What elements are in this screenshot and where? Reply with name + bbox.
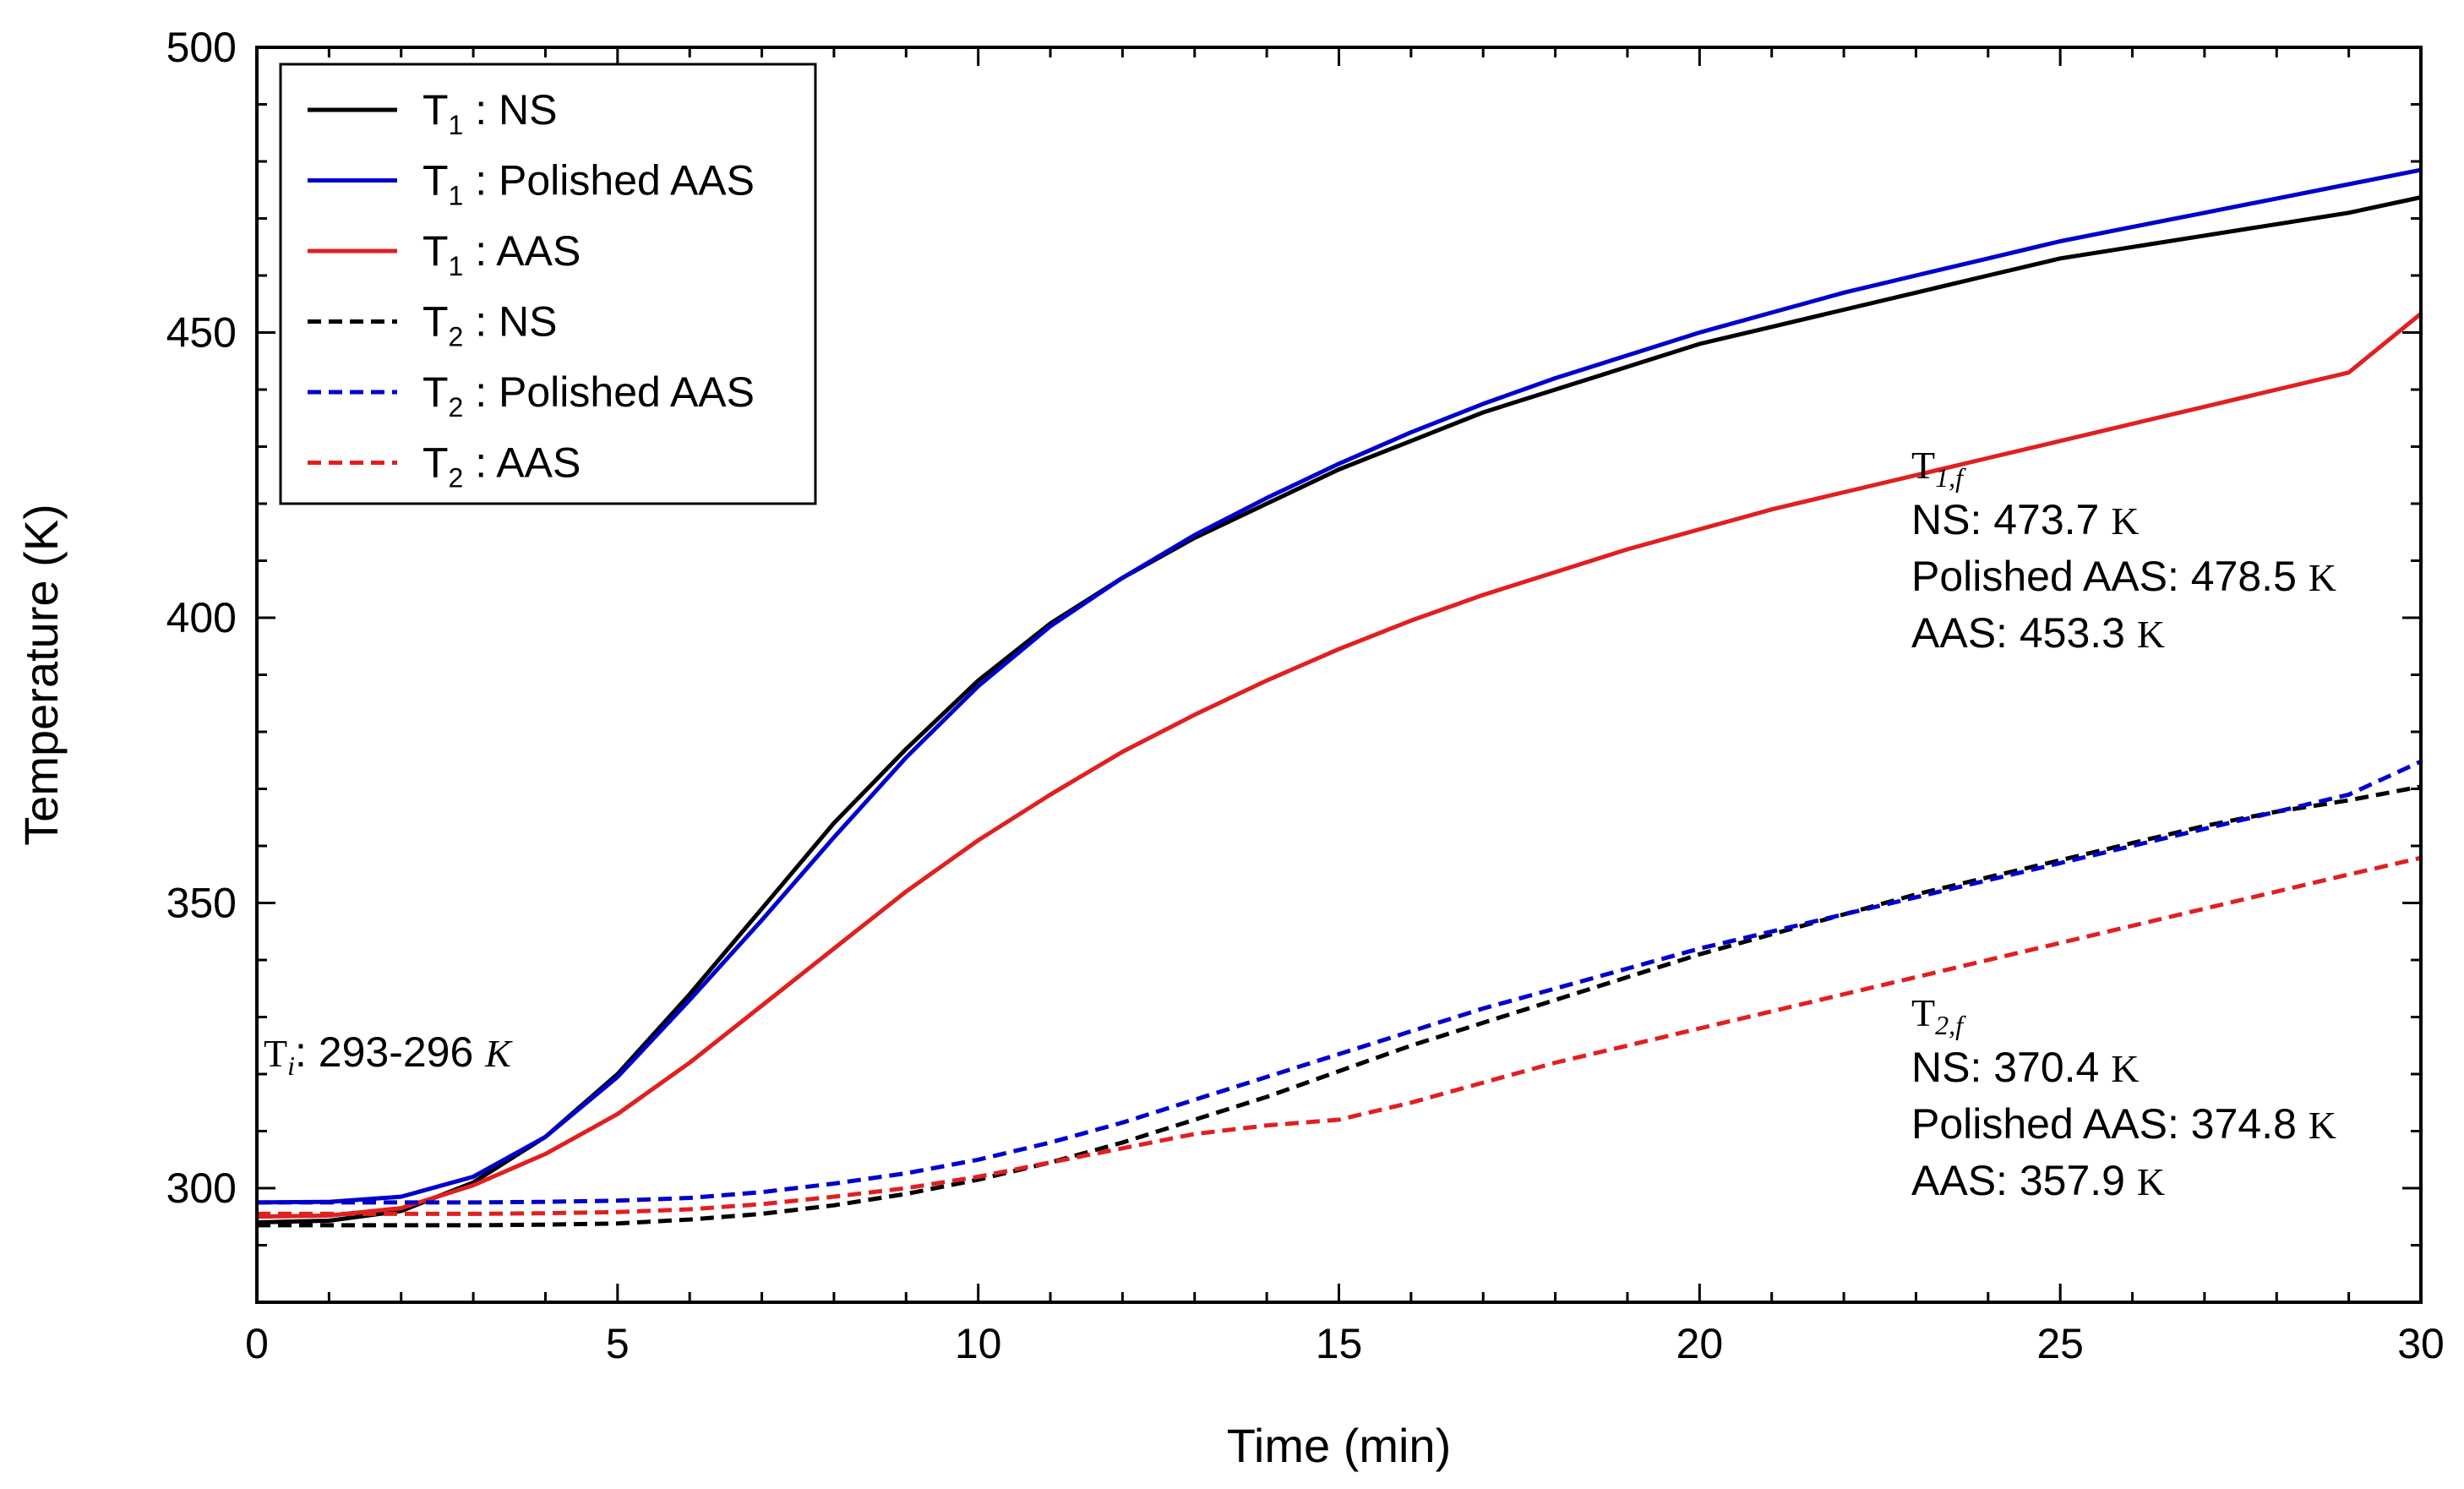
y-tick-label: 300	[166, 1164, 237, 1212]
series-layer	[256, 167, 2423, 1228]
legend-subscript: 1	[449, 181, 464, 211]
t1f-value-unit: K	[2309, 556, 2336, 599]
legend-subscript: 2	[449, 322, 464, 352]
t1f-heading: T1,f	[1911, 444, 1966, 493]
t2f-value-text: Polished AAS: 374.8	[1911, 1100, 2309, 1148]
legend-label: : AAS	[463, 439, 581, 487]
t2f-value-line: Polished AAS: 374.8 K	[1911, 1100, 2336, 1148]
legend-var: T	[422, 157, 449, 205]
legend-entry: T1 : AAS	[422, 227, 581, 281]
t2f-value-line: NS: 370.4 K	[1911, 1044, 2140, 1091]
y-tick-label: 450	[166, 309, 237, 357]
legend-subscript: 2	[449, 392, 464, 423]
legend-label: : AAS	[463, 227, 581, 275]
t1f-value-line: NS: 473.7 K	[1911, 496, 2140, 543]
t2f-value-text: AAS: 357.9	[1911, 1157, 2137, 1204]
t2f-value-unit: K	[2309, 1104, 2336, 1147]
y-tick-label: 350	[166, 880, 237, 927]
t1f-value-text: Polished AAS: 478.5	[1911, 553, 2309, 600]
series-line-3	[257, 784, 2422, 1228]
t1f-value-text: AAS: 453.3	[1911, 609, 2137, 657]
legend-var: T	[422, 227, 449, 275]
ti-text: : 293-296	[295, 1028, 485, 1076]
y-axis-title: Temperature (K)	[14, 504, 68, 846]
t1f-value-unit: K	[2111, 499, 2139, 543]
t2f-value-unit: K	[2137, 1160, 2165, 1203]
legend-label: : NS	[463, 86, 557, 134]
series-line-2	[256, 312, 2423, 1219]
t2f-value-text: NS: 370.4	[1911, 1044, 2111, 1091]
legend-var: T	[422, 439, 449, 487]
legend-subscript: 1	[449, 251, 464, 281]
series-line-5	[257, 855, 2422, 1216]
t2f-value-line: AAS: 357.9 K	[1911, 1157, 2165, 1204]
t1f-value-unit: K	[2137, 613, 2165, 656]
t1f-symbol: T	[1911, 444, 1935, 487]
legend-box	[279, 63, 817, 505]
legend-subscript: 2	[449, 463, 464, 494]
series-line-4	[257, 759, 2423, 1205]
t2f-value-unit: K	[2111, 1047, 2139, 1090]
t1f-value-line: Polished AAS: 478.5 K	[1911, 553, 2336, 600]
x-tick-label: 5	[606, 1320, 630, 1367]
t2f-subscript: 2,f	[1935, 1010, 1966, 1040]
x-tick-label: 10	[955, 1320, 1002, 1367]
series-line-1	[256, 167, 2422, 1205]
y-tick-label: 400	[166, 594, 237, 641]
x-axis-title: Time (min)	[1227, 1419, 1451, 1472]
legend-entry: T2 : Polished AAS	[422, 368, 755, 423]
initial-temperature-annotation: Ti: 293-296 K	[264, 1028, 513, 1081]
legend-entry: T1 : Polished AAS	[422, 157, 755, 211]
legend-entry: T1 : NS	[422, 86, 557, 140]
axis-ticks: 0 5 10 15 20 25 30 300 350 400 450 500	[166, 24, 2445, 1367]
t1f-value-line: AAS: 453.3 K	[1911, 609, 2165, 657]
t2f-symbol: T	[1911, 991, 1935, 1034]
t2f-heading: T2,f	[1911, 991, 1966, 1040]
legend-var: T	[422, 368, 449, 416]
y-tick-label: 500	[166, 24, 237, 71]
x-tick-label: 25	[2036, 1320, 2084, 1367]
legend-entry: T2 : AAS	[422, 439, 581, 494]
ti-subscript: i	[287, 1050, 295, 1081]
legend-entry: T2 : NS	[422, 298, 557, 352]
legend-subscript: 1	[449, 110, 464, 140]
t1f-value-text: NS: 473.7	[1911, 496, 2111, 543]
t1f-subscript: 1,f	[1935, 462, 1966, 493]
x-tick-label: 15	[1316, 1320, 1363, 1367]
legend-label: : Polished AAS	[463, 157, 755, 205]
x-tick-label: 30	[2397, 1320, 2445, 1367]
x-tick-label: 0	[245, 1320, 269, 1367]
legend-label: : NS	[463, 298, 557, 346]
legend-label: : Polished AAS	[463, 368, 755, 416]
x-tick-label: 20	[1676, 1320, 1724, 1367]
legend-var: T	[422, 298, 449, 346]
legend-var: T	[422, 86, 449, 134]
ti-unit: K	[484, 1032, 513, 1075]
ti-symbol: T	[264, 1032, 287, 1075]
